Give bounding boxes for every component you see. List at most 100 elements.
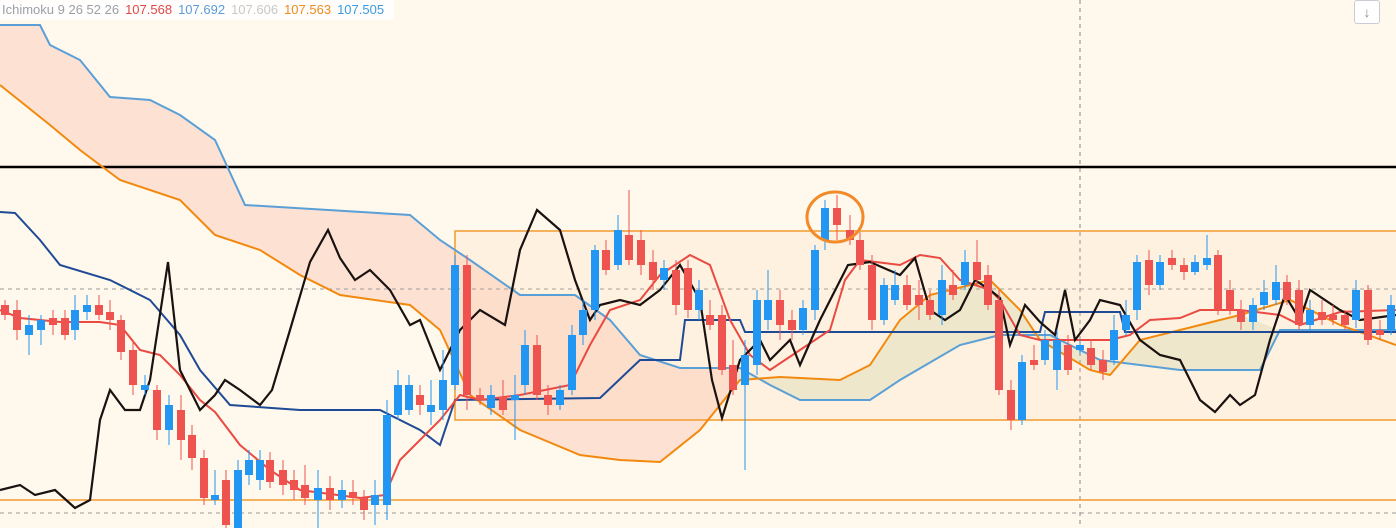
candle-body: [1214, 255, 1222, 310]
candle-body: [579, 310, 587, 335]
candle-body: [521, 345, 529, 385]
candle-body: [211, 495, 219, 500]
candle-body: [338, 490, 346, 500]
cloud-bearish: [0, 25, 740, 462]
candle-body: [222, 480, 230, 525]
candle-body: [1226, 290, 1234, 310]
candle-body: [1203, 258, 1211, 265]
candle-body: [439, 380, 447, 410]
candle-body: [279, 470, 287, 485]
candle-body: [625, 235, 633, 260]
senkou-span-a: [0, 84, 1396, 464]
candle-body: [1018, 362, 1026, 420]
candle-body: [394, 385, 402, 415]
candle-body: [1376, 330, 1384, 335]
candle-body: [25, 325, 33, 335]
candle-body: [1364, 290, 1372, 340]
candle-body: [451, 265, 459, 385]
candle-body: [141, 385, 149, 390]
candle-body: [637, 240, 645, 265]
candle-body: [821, 208, 829, 240]
scroll-down-button[interactable]: ↓: [1354, 0, 1380, 24]
candle-body: [1272, 282, 1280, 300]
cloud-bullish: [740, 280, 1280, 400]
candle-body: [200, 458, 208, 498]
candle-body: [1260, 292, 1268, 305]
candle-body: [880, 285, 888, 320]
candle-body: [684, 268, 692, 310]
candle-body: [741, 355, 749, 385]
candle-body: [718, 315, 726, 370]
indicator-value: 107.606: [231, 2, 279, 17]
candle-body: [1, 305, 9, 315]
candle-body: [71, 310, 79, 330]
candle-body: [602, 250, 610, 270]
indicator-value: 107.563: [284, 2, 332, 17]
candle-body: [1110, 330, 1118, 360]
tenkan-sen: [0, 253, 1396, 500]
candle-body: [938, 280, 946, 315]
candle-body: [117, 320, 125, 352]
candle-body: [1249, 305, 1257, 322]
candle-body: [1122, 315, 1130, 330]
candle-body: [1341, 315, 1349, 325]
highlight-circle: [805, 190, 865, 244]
candle-body: [153, 390, 161, 430]
candle-body: [234, 470, 242, 528]
candle-body: [405, 385, 413, 410]
candle-body: [614, 230, 622, 265]
candle-body: [256, 460, 264, 480]
candle-body: [799, 308, 807, 330]
candle-body: [1053, 340, 1061, 370]
candle-body: [1133, 262, 1141, 310]
candle-body: [533, 345, 541, 395]
candle-body: [949, 285, 957, 295]
candle-body: [1352, 290, 1360, 320]
candle-body: [61, 318, 69, 335]
candle-body: [1007, 390, 1015, 420]
indicator-value: 107.505: [337, 2, 385, 17]
candle-body: [349, 492, 357, 498]
candle-body: [95, 305, 103, 315]
candle-body: [856, 240, 864, 265]
candle-body: [1076, 345, 1084, 350]
candle-body: [1099, 360, 1107, 372]
candle-body: [776, 300, 784, 325]
candle-body: [660, 268, 668, 280]
candle-body: [1145, 260, 1153, 285]
candle-body: [245, 460, 253, 475]
candle-body: [106, 312, 114, 320]
candle-body: [1295, 290, 1303, 325]
candle-body: [764, 300, 772, 320]
candle-body: [499, 397, 507, 410]
candle-body: [1064, 345, 1072, 370]
candle-body: [591, 250, 599, 310]
candle-body: [1087, 348, 1095, 365]
kijun-sen: [0, 211, 1396, 447]
candle-body: [995, 300, 1003, 390]
candle-body: [868, 265, 876, 320]
indicator-name: Ichimoku 9 26 52 26: [2, 2, 120, 17]
candle-body: [1180, 265, 1188, 272]
candle-body: [371, 495, 379, 505]
candle-body: [1329, 315, 1337, 320]
candle-body: [1318, 312, 1326, 320]
candle-body: [973, 262, 981, 280]
candle-body: [511, 395, 519, 400]
candle-body: [165, 405, 173, 430]
candle-body: [314, 488, 322, 500]
candle-body: [672, 270, 680, 305]
candle-body: [706, 315, 714, 325]
candle-body: [266, 460, 274, 482]
candle-body: [903, 285, 911, 305]
candle-body: [427, 405, 435, 412]
candle-body: [326, 488, 334, 500]
candle-body: [926, 300, 934, 315]
candle-body: [1237, 310, 1245, 322]
candle-body: [729, 365, 737, 390]
candle-body: [1030, 360, 1038, 365]
candle-body: [544, 395, 552, 405]
candle-body: [753, 300, 761, 365]
candle-body: [695, 290, 703, 310]
